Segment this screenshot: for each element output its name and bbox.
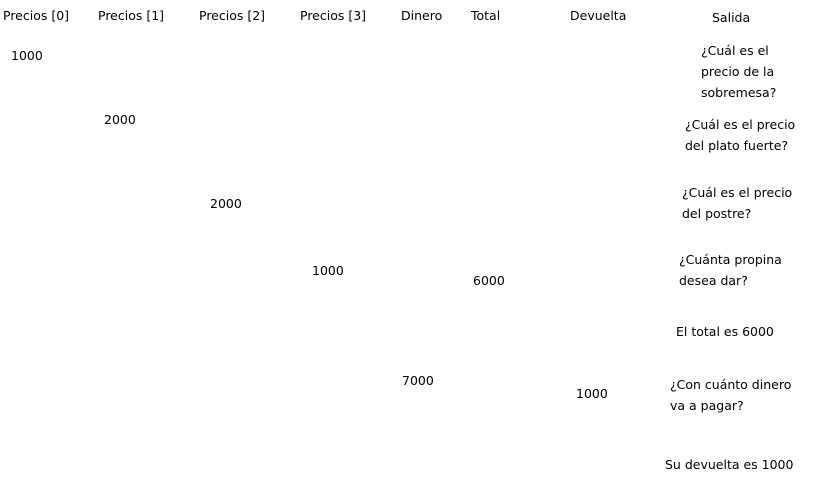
value-devuelta: 1000 <box>576 386 608 401</box>
salida-total: El total es 6000 <box>676 324 774 339</box>
salida-dinero: ¿Con cuánto dinero va a pagar? <box>670 377 792 413</box>
value-precios-3: 1000 <box>312 263 344 278</box>
salida-sobremesa: ¿Cuál es el precio de la sobremesa? <box>701 43 777 100</box>
value-dinero: 7000 <box>402 373 434 388</box>
header-precios-2: Precios [2] <box>199 8 266 23</box>
value-total: 6000 <box>473 273 505 288</box>
header-devuelta: Devuelta <box>570 8 627 23</box>
header-salida: Salida <box>712 10 751 25</box>
salida-postre: ¿Cuál es el precio del postre? <box>682 185 793 221</box>
salida-plato-fuerte: ¿Cuál es el precio del plato fuerte? <box>685 117 796 153</box>
header-total: Total <box>471 8 501 23</box>
salida-propina: ¿Cuánta propina desea dar? <box>679 252 782 288</box>
value-precios-2: 2000 <box>210 196 242 211</box>
header-precios-0: Precios [0] <box>3 8 70 23</box>
header-dinero: Dinero <box>401 8 443 23</box>
value-precios-1: 2000 <box>104 112 136 127</box>
value-precios-0: 1000 <box>11 48 43 63</box>
salida-devuelta: Su devuelta es 1000 <box>665 457 794 472</box>
header-precios-1: Precios [1] <box>98 8 165 23</box>
header-precios-3: Precios [3] <box>300 8 367 23</box>
